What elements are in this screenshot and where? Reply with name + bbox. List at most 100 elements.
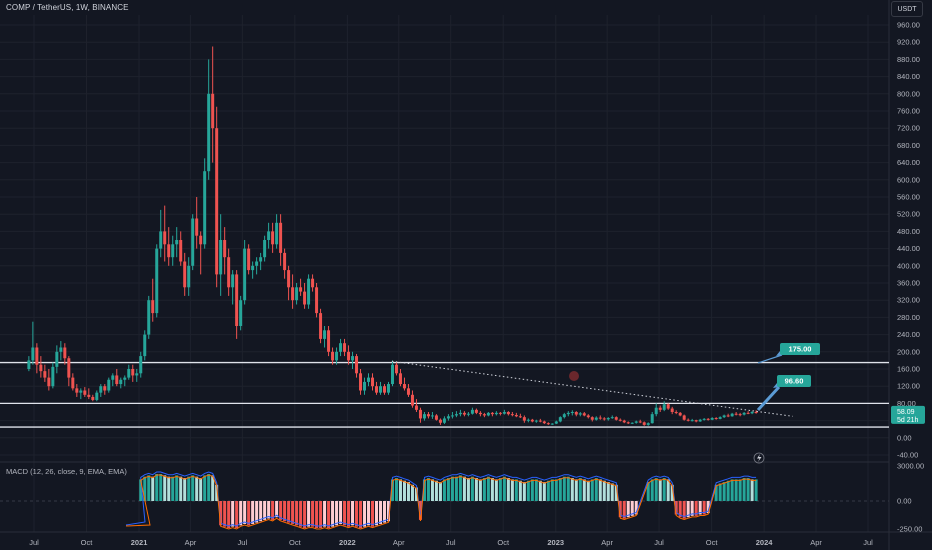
macd-histogram-bar [283,501,287,522]
candle-body [147,300,151,335]
candle-body [706,418,710,420]
macd-histogram-bar [570,478,574,501]
candle-body [622,420,626,423]
callout-box[interactable] [777,375,811,387]
candle-body [231,274,235,288]
macd-histogram-bar [690,501,694,516]
price-tick-label: 200.00 [897,347,920,356]
price-axis[interactable]: 960.00 920.00 880.00 840.00 800.00 760.00 720.… [891,21,925,534]
candle-body [275,222,279,245]
macd-histogram-bar [207,474,211,501]
callouts[interactable]: 175.00 96.60 [756,343,820,412]
macd-histogram-bar [159,474,163,501]
candle-body [363,381,367,391]
candle-body [59,347,63,352]
macd-histogram-bar [498,478,502,501]
macd-histogram-bar [410,484,414,501]
macd-histogram-bar [179,476,183,501]
candle-body [402,384,406,389]
candle-body [414,405,418,410]
macd-histogram-bar [239,501,243,526]
macd-histogram-bar [231,501,235,527]
macd-histogram-bar [363,501,367,527]
candle-body [207,93,211,172]
macd-title[interactable]: MACD (12, 26, close, 9, EMA, EMA) [6,467,127,476]
candle-body [430,415,434,417]
candle-body [466,413,470,415]
macd-histogram-bar [223,501,227,527]
macd-histogram-bar [654,478,658,501]
candle-body [371,377,375,387]
candle-body [135,373,139,376]
candle-body [159,231,163,249]
price-tick-label: 680.00 [897,141,920,150]
currency-button[interactable]: USDT [891,1,923,17]
callout-box[interactable] [780,343,820,355]
candle-body [39,364,43,372]
candle-body [287,270,291,288]
candle-body [418,409,422,419]
horizontal-levels[interactable] [0,361,889,428]
candle-body [79,390,83,393]
candle-body [482,414,486,416]
macd-histogram-bar [582,479,586,501]
macd-histogram-bar [315,501,319,528]
signal-line [125,474,757,530]
candle-body [195,218,199,236]
candle-body [638,421,642,423]
candle-body [718,417,722,419]
time-tick-label: Jul [446,538,456,547]
time-axis[interactable]: Jul Oct 2021 Apr Jul Oct 2022 Apr Jul Oct 2023 Apr J… [29,538,873,547]
candle-body [478,412,482,415]
macd-histogram-bar [243,501,247,524]
time-tick-label: Oct [706,538,719,547]
callout-arrow[interactable] [756,385,781,412]
candle-body [518,416,522,418]
macd-histogram-bar [646,482,650,501]
macd-histogram-bar [598,479,602,501]
candle-body [674,412,678,413]
callout-arrow[interactable] [757,354,783,364]
candle-body [594,417,598,420]
macd-histogram-bar [726,480,730,501]
countdown-label: 5d 21h [897,417,919,424]
candle-body [666,404,670,409]
last-price-tag[interactable] [891,405,925,424]
macd-histogram-bar [386,501,390,522]
macd-histogram-bar [558,478,562,501]
macd-histogram-bar [426,478,430,501]
trendline-layer[interactable] [391,360,793,417]
time-tick-label: Jul [654,538,664,547]
macd-histogram-bar [474,478,478,501]
candle-body [63,347,67,359]
candle-body [259,257,263,262]
candle-body [83,390,87,395]
symbol-title[interactable]: COMP / TetherUS, 1W, BINANCE [6,3,129,12]
macd-histogram-bar [343,501,347,526]
candle-body [578,413,582,415]
macd-histogram-bar [718,483,722,501]
candle-body [339,343,343,352]
time-tick-label: Jul [863,538,873,547]
candle-body [726,415,730,417]
macd-histogram-bar [494,479,498,501]
candle-body [474,409,478,413]
candle-body [574,412,578,415]
macd-histogram-bar [542,482,546,501]
macd-histogram-bar [666,479,670,501]
candle-body [486,412,490,416]
dotted-trendline[interactable] [391,360,793,417]
candle-body [502,412,506,414]
macd-histogram-bar [754,479,758,501]
macd-histogram-bar [255,501,259,523]
candle-body [694,420,698,422]
candle-body [103,386,107,391]
callout-label: 175.00 [789,345,812,354]
candle-body [51,366,55,387]
candle-body [630,422,634,424]
price-tick-label: 520.00 [897,210,920,219]
macd-histogram-bar [319,501,323,528]
candle-body [662,404,666,410]
macd-histogram-bar [750,479,754,501]
